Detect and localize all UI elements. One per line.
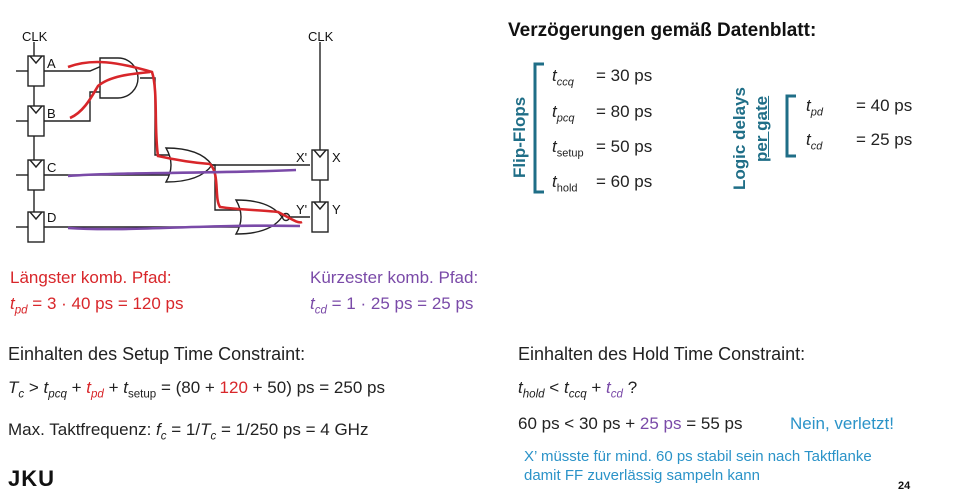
longest-path-title: Längster komb. Pfad: — [10, 268, 172, 287]
param-tpd: tpd — [806, 96, 823, 119]
datasheet-title: Verzögerungen gemäß Datenblatt: — [508, 20, 817, 41]
max-clock-frequency: Max. Taktfrequenz: fc = 1/Tc = 1/250 ps … — [8, 420, 369, 443]
label-x: X — [332, 150, 341, 165]
hold-verdict: Nein, verletzt! — [790, 414, 894, 433]
shortest-path-title: Kürzester komb. Pfad: — [310, 268, 479, 287]
ff-c — [27, 159, 45, 191]
or-gate-2 — [234, 199, 283, 235]
ff-y — [311, 201, 329, 233]
shortest-path-d — [67, 224, 301, 231]
param-tpd-value: = 40 ps — [856, 96, 913, 115]
clk-label-left: CLK — [22, 29, 48, 44]
param-tpcq: tpcq — [552, 102, 575, 125]
logic-group-label-2: per gate — [752, 95, 771, 162]
param-tccq-value: = 30 ps — [596, 66, 653, 85]
longest-path-formula: tpd = 3 · 40 ps = 120 ps — [10, 294, 184, 317]
hold-note-line-2: damit FF zuverlässig sampeln kann — [524, 467, 760, 484]
param-tsetup-value: = 50 ps — [596, 137, 653, 156]
param-tsetup: tsetup — [552, 137, 584, 160]
shortest-path-formula: tcd = 1 · 25 ps = 25 ps — [310, 294, 474, 317]
ff-label-c: C — [47, 160, 57, 175]
ff-x — [311, 149, 329, 181]
ff-label-a: A — [47, 56, 56, 71]
clk-label-right: CLK — [308, 29, 334, 44]
ff-group-label: Flip-Flops — [510, 96, 529, 178]
ff-bracket — [533, 62, 544, 194]
and-gate — [99, 57, 139, 99]
param-tcd-value: = 25 ps — [856, 130, 913, 149]
ff-d — [27, 211, 45, 243]
page-number: 24 — [898, 480, 911, 492]
param-tccq: tccq — [552, 66, 574, 89]
param-thold-value: = 60 ps — [596, 172, 653, 191]
hold-calculation: 60 ps < 30 ps + 25 ps = 55 ps — [518, 414, 743, 433]
or-gate-1 — [164, 147, 213, 183]
label-y: Y — [332, 202, 341, 217]
setup-heading: Einhalten des Setup Time Constraint: — [8, 344, 306, 364]
jku-logo: JKU — [8, 466, 56, 491]
shortest-path-c — [67, 168, 297, 178]
ff-a — [27, 55, 45, 87]
param-tpcq-value: = 80 ps — [596, 102, 653, 121]
ff-label-b: B — [47, 106, 56, 121]
logic-group-label-1: Logic delays — [730, 87, 749, 190]
param-thold: thold — [552, 172, 578, 195]
label-y-prime: Y' — [296, 202, 308, 217]
param-tcd: tcd — [806, 130, 823, 153]
ff-b — [27, 105, 45, 137]
setup-equation: Tc > tpcq + tpd + tsetup = (80 + 120 + 5… — [8, 378, 385, 401]
label-x-prime: X' — [296, 150, 308, 165]
ff-label-d: D — [47, 210, 57, 225]
hold-equation: thold < tccq + tcd ? — [518, 378, 638, 401]
logic-bracket — [785, 94, 796, 158]
hold-heading: Einhalten des Hold Time Constraint: — [518, 344, 806, 364]
hold-note-line-1: X’ müsste für mind. 60 ps stabil sein na… — [524, 448, 872, 465]
